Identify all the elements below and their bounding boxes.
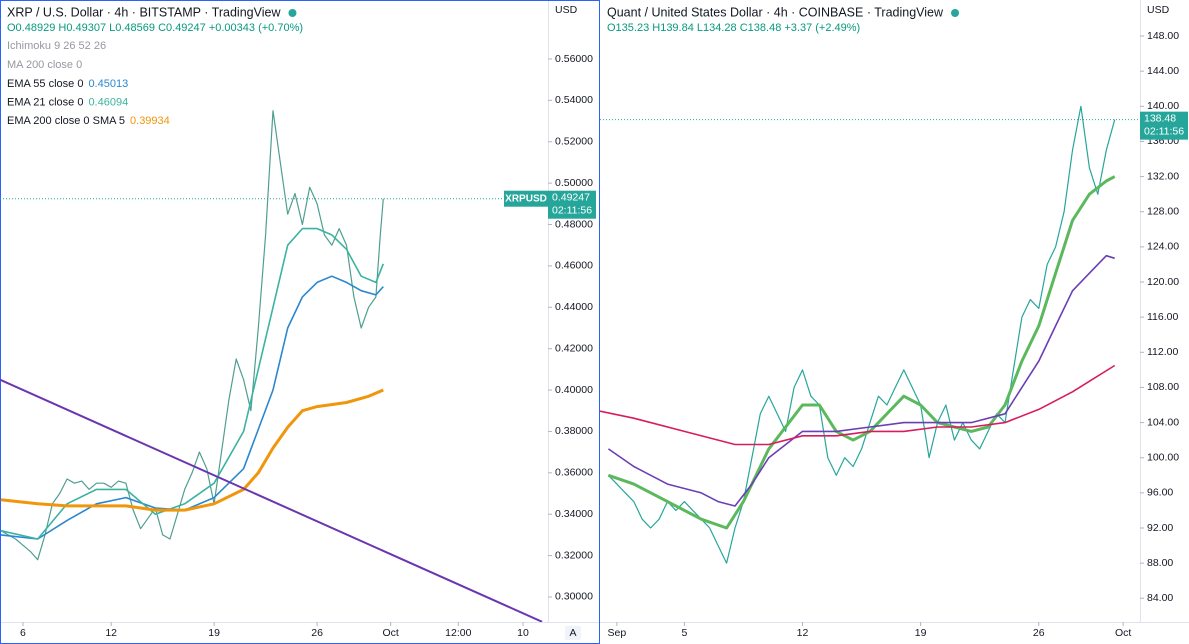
x-tick-label: 10 (517, 627, 529, 639)
y-tick-label: 0.52000 (555, 136, 593, 148)
y-tick-label: 0.42000 (555, 342, 593, 354)
y-tick-label: 108.00 (1147, 381, 1179, 393)
x-tick-label: 5 (681, 627, 687, 639)
indicator-value: 0.46094 (88, 96, 128, 108)
live-dot (951, 9, 960, 17)
x-tick-label: 12 (105, 627, 117, 639)
x-tick-label: Sep (608, 627, 627, 639)
ohlc-values: O135.23 H139.84 L134.28 C138.48 +3.37 (+… (607, 22, 860, 34)
y-tick-label: 0.40000 (555, 384, 593, 396)
currency-label: USD (555, 4, 578, 16)
y-tick-label: 0.34000 (555, 508, 593, 520)
last-price-label: 138.48 (1144, 112, 1176, 124)
auto-scale-button[interactable] (565, 626, 581, 640)
y-tick-label: 0.54000 (555, 94, 593, 106)
indicator-name: MA 200 close 0 (7, 59, 82, 71)
y-tick-label: 0.32000 (555, 549, 593, 561)
y-tick-label: 0.38000 (555, 425, 593, 437)
countdown-label: 02:11:56 (1144, 125, 1184, 137)
series-line (607, 254, 1115, 507)
y-tick-label: 144.00 (1147, 65, 1179, 77)
y-tick-label: 140.00 (1147, 100, 1179, 112)
y-tick-label: 100.00 (1147, 451, 1179, 463)
x-tick-label: 6 (20, 627, 26, 639)
y-tick-label: 120.00 (1147, 276, 1179, 288)
chart-title: XRP / U.S. Dollar · 4h · BITSTAMP · Trad… (7, 5, 281, 19)
series-line (0, 227, 385, 540)
live-dot (288, 9, 297, 17)
indicator-value: 0.39934 (130, 115, 170, 127)
symbol-label: XRPUSD (505, 193, 547, 204)
y-tick-label: 104.00 (1147, 416, 1179, 428)
y-tick-label: 124.00 (1147, 241, 1179, 253)
y-tick-label: 0.46000 (555, 260, 593, 272)
last-price-tag (1140, 111, 1188, 140)
y-tick-label: 92.00 (1147, 522, 1173, 534)
y-tick-label: 0.36000 (555, 467, 593, 479)
y-tick-label: 148.00 (1147, 30, 1179, 42)
currency-label: USD (1147, 4, 1170, 16)
x-tick-label: Oct (1115, 627, 1131, 639)
y-tick-label: 112.00 (1147, 346, 1178, 358)
indicator-name: EMA 21 close 0 (7, 96, 83, 108)
y-tick-label: 128.00 (1147, 206, 1179, 218)
last-price-label: 0.49247 (552, 191, 590, 203)
auto-scale-label[interactable]: A (569, 627, 576, 639)
series-line (607, 175, 1116, 530)
y-tick-label: 88.00 (1147, 557, 1173, 569)
y-tick-label: 0.30000 (555, 591, 593, 603)
x-tick-label: 19 (915, 627, 927, 639)
plot-area (0, 110, 543, 622)
plot-area (600, 105, 1116, 564)
indicator-name: Ichimoku 9 26 52 26 (7, 40, 106, 52)
chart-title: Quant / United States Dollar · 4h · COIN… (607, 5, 944, 19)
y-tick-label: 116.00 (1147, 311, 1178, 323)
x-tick-label: 26 (1033, 627, 1045, 639)
indicator-name: EMA 200 close 0 SMA 5 (7, 115, 125, 127)
y-tick-label: 0.44000 (555, 301, 593, 313)
series-line (0, 110, 384, 561)
symbol-tag (504, 190, 548, 207)
y-tick-label: 0.56000 (555, 53, 593, 65)
x-tick-label: 12 (797, 627, 809, 639)
series-line (0, 378, 543, 622)
series-line (607, 105, 1116, 564)
x-tick-label: Oct (382, 627, 398, 639)
x-tick-label: 26 (311, 627, 323, 639)
y-tick-label: 84.00 (1147, 592, 1173, 604)
y-tick-label: 132.00 (1147, 170, 1179, 182)
y-tick-label: 96.00 (1147, 487, 1173, 499)
y-tick-label: 0.50000 (555, 177, 593, 189)
indicator-value: 0.45013 (88, 78, 128, 90)
x-tick-label: 19 (208, 627, 220, 639)
ohlc-values: O0.48929 H0.49307 L0.48569 C0.49247 +0.0… (7, 22, 303, 34)
series-line (600, 364, 1116, 446)
x-tick-label: 12:00 (445, 627, 471, 639)
last-price-tag (548, 190, 596, 219)
countdown-label: 02:11:56 (552, 204, 592, 216)
y-tick-label: 0.48000 (555, 218, 593, 230)
indicator-name: EMA 55 close 0 (7, 78, 83, 90)
